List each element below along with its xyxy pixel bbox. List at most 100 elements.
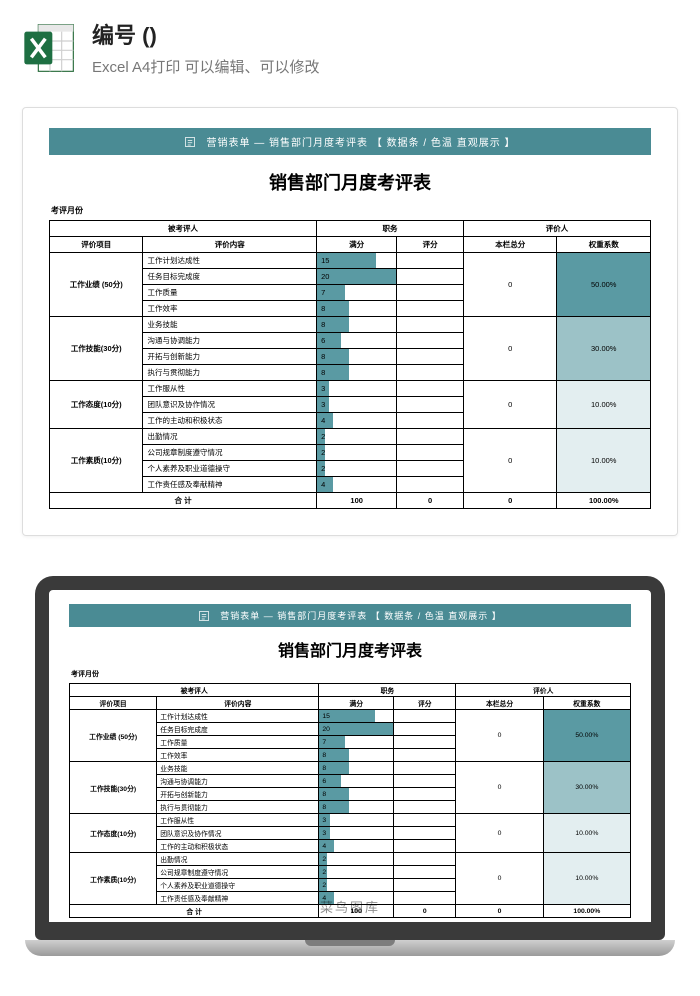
row-full: 2 — [319, 853, 394, 866]
row-score[interactable] — [397, 461, 464, 477]
row-content: 任务目标完成度 — [143, 269, 317, 285]
row-score[interactable] — [394, 788, 456, 801]
row-score[interactable] — [397, 269, 464, 285]
row-score[interactable] — [397, 397, 464, 413]
row-content: 工作服从性 — [157, 814, 319, 827]
hdr-weight: 权重系数 — [543, 697, 630, 710]
row-score[interactable] — [394, 853, 456, 866]
row-score[interactable] — [394, 749, 456, 762]
hdr-score: 评分 — [394, 697, 456, 710]
row-content: 执行与贯彻能力 — [143, 365, 317, 381]
hdr-duty: 职务 — [319, 684, 456, 697]
page-header: 编号 () Excel A4打印 可以编辑、可以修改 — [0, 0, 700, 87]
total-full: 100 — [317, 493, 397, 509]
row-content: 业务技能 — [157, 762, 319, 775]
row-score[interactable] — [394, 879, 456, 892]
row-content: 业务技能 — [143, 317, 317, 333]
row-full: 2 — [317, 461, 397, 477]
row-full: 2 — [317, 445, 397, 461]
row-content: 沟通与协调能力 — [157, 775, 319, 788]
row-content: 工作计划达成性 — [143, 253, 317, 269]
row-full: 8 — [317, 317, 397, 333]
row-content: 团队意识及协作情况 — [143, 397, 317, 413]
table-row: 工作技能(30分)业务技能8030.00% — [50, 317, 651, 333]
section-weight: 10.00% — [543, 814, 630, 853]
row-score[interactable] — [394, 710, 456, 723]
row-score[interactable] — [394, 762, 456, 775]
row-content: 公司规章制度遵守情况 — [157, 866, 319, 879]
row-full: 3 — [317, 381, 397, 397]
row-score[interactable] — [397, 445, 464, 461]
row-full: 8 — [319, 788, 394, 801]
row-full: 8 — [319, 749, 394, 762]
banner-text: 营销表单 — 销售部门月度考评表 【 数据条 / 色温 直观展示 】 — [220, 609, 502, 622]
row-score[interactable] — [394, 736, 456, 749]
section-weight: 30.00% — [557, 317, 651, 381]
table-row: 工作态度(10分)工作服从性3010.00% — [50, 381, 651, 397]
eval-table: 被考评人职务评价人评价项目评价内容满分评分本栏总分权重系数工作业绩 (50分)工… — [49, 220, 651, 509]
section-subtotal: 0 — [456, 710, 543, 762]
row-score[interactable] — [394, 840, 456, 853]
row-content: 个人素养及职业道德操守 — [143, 461, 317, 477]
row-content: 工作的主动和积极状态 — [143, 413, 317, 429]
hdr-score: 评分 — [397, 237, 464, 253]
section-label: 工作技能(30分) — [70, 762, 157, 814]
row-content: 任务目标完成度 — [157, 723, 319, 736]
row-content: 执行与贯彻能力 — [157, 801, 319, 814]
hdr-content: 评价内容 — [157, 697, 319, 710]
total-score: 0 — [397, 493, 464, 509]
report-title: 销售部门月度考评表 — [69, 637, 631, 661]
row-full: 8 — [319, 762, 394, 775]
row-score[interactable] — [397, 301, 464, 317]
row-full: 8 — [317, 349, 397, 365]
row-score[interactable] — [397, 413, 464, 429]
row-full: 8 — [317, 301, 397, 317]
row-full: 3 — [319, 814, 394, 827]
row-score[interactable] — [397, 333, 464, 349]
doc-icon — [198, 610, 210, 622]
row-score[interactable] — [394, 775, 456, 788]
laptop-mockup: 营销表单 — 销售部门月度考评表 【 数据条 / 色温 直观展示 】销售部门月度… — [22, 576, 678, 956]
row-content: 工作的主动和积极状态 — [157, 840, 319, 853]
row-content: 个人素养及职业道德操守 — [157, 879, 319, 892]
row-score[interactable] — [397, 477, 464, 493]
row-score[interactable] — [397, 317, 464, 333]
row-score[interactable] — [397, 285, 464, 301]
row-full: 2 — [319, 879, 394, 892]
row-full: 15 — [319, 710, 394, 723]
row-score[interactable] — [397, 349, 464, 365]
row-full: 20 — [319, 723, 394, 736]
row-score[interactable] — [394, 866, 456, 879]
row-score[interactable] — [394, 801, 456, 814]
row-content: 公司规章制度遵守情况 — [143, 445, 317, 461]
table-row: 工作素质(10分)出勤情况2010.00% — [70, 853, 631, 866]
row-score[interactable] — [394, 827, 456, 840]
row-content: 团队意识及协作情况 — [157, 827, 319, 840]
row-score[interactable] — [394, 814, 456, 827]
total-subtotal: 0 — [464, 493, 557, 509]
row-full: 20 — [317, 269, 397, 285]
row-full: 4 — [317, 413, 397, 429]
section-label: 工作业绩 (50分) — [70, 710, 157, 762]
row-score[interactable] — [397, 365, 464, 381]
row-score[interactable] — [394, 723, 456, 736]
hdr-full: 满分 — [319, 697, 394, 710]
section-weight: 30.00% — [543, 762, 630, 814]
hdr-subtotal: 本栏总分 — [456, 697, 543, 710]
row-full: 7 — [317, 285, 397, 301]
row-content: 工作计划达成性 — [157, 710, 319, 723]
table-row: 工作态度(10分)工作服从性3010.00% — [70, 814, 631, 827]
table-row: 工作技能(30分)业务技能8030.00% — [70, 762, 631, 775]
row-full: 15 — [317, 253, 397, 269]
row-full: 4 — [319, 840, 394, 853]
row-score[interactable] — [397, 253, 464, 269]
row-score[interactable] — [397, 381, 464, 397]
section-subtotal: 0 — [464, 317, 557, 381]
table-row: 工作素质(10分)出勤情况2010.00% — [50, 429, 651, 445]
hdr-weight: 权重系数 — [557, 237, 651, 253]
banner-text: 营销表单 — 销售部门月度考评表 【 数据条 / 色温 直观展示 】 — [206, 134, 515, 149]
hdr-item: 评价项目 — [50, 237, 143, 253]
row-score[interactable] — [397, 429, 464, 445]
page-title: 编号 () — [92, 18, 320, 50]
row-full: 4 — [317, 477, 397, 493]
